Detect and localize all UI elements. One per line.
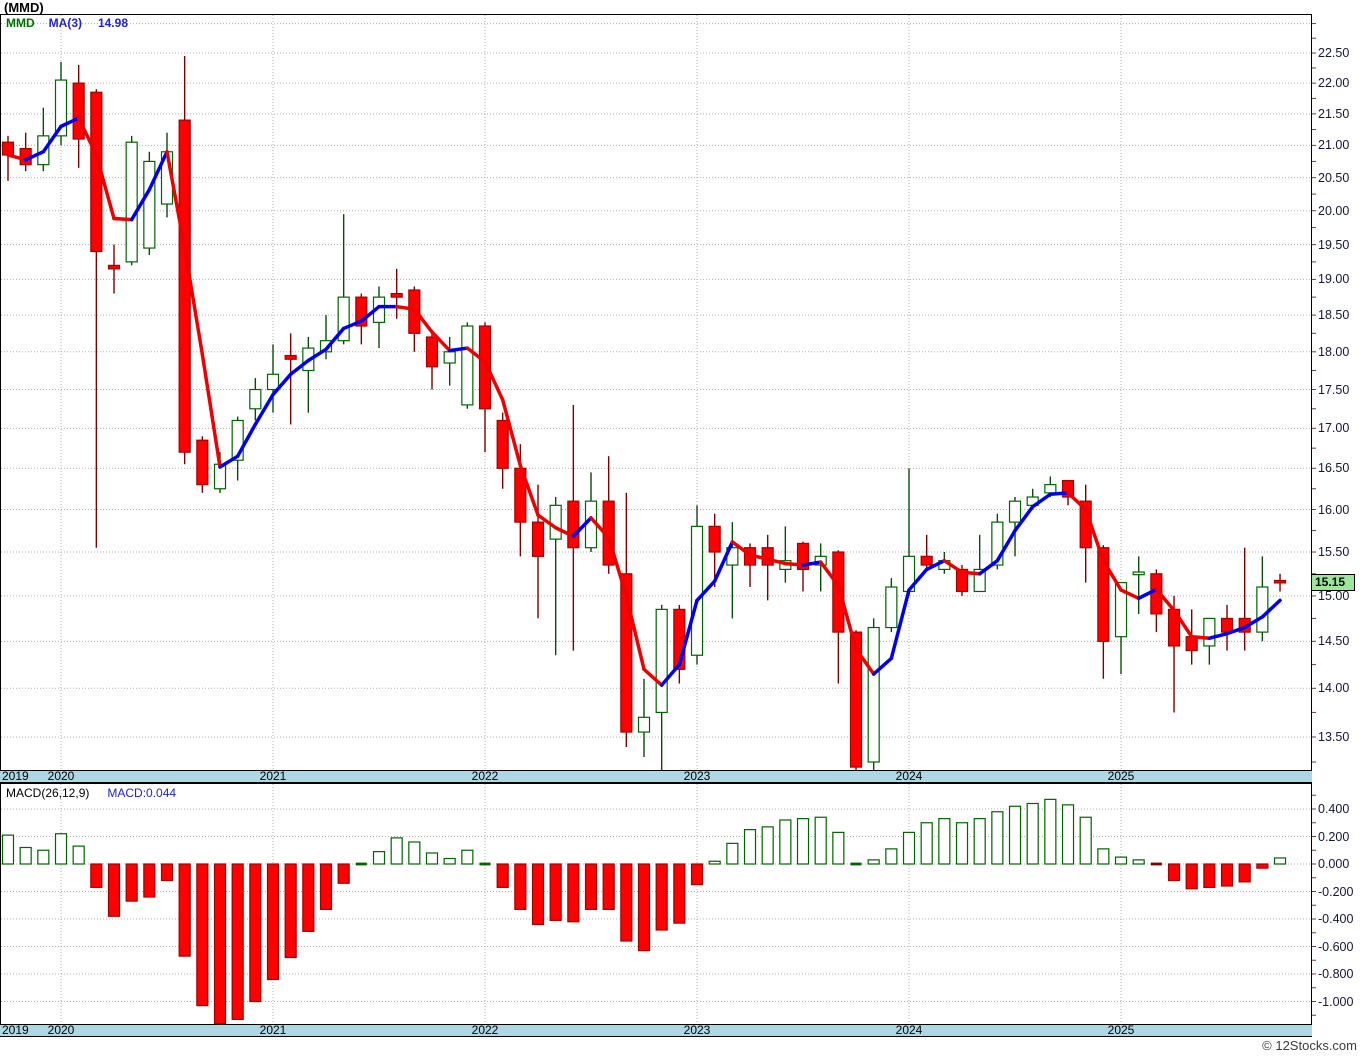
price-tick-label: 13.50 — [1318, 729, 1350, 744]
year-label: 2021 — [259, 769, 287, 783]
price-tick-label: 22.00 — [1318, 76, 1350, 91]
macd-tick-label: -1.000 — [1318, 994, 1354, 1009]
year-label: 2019 — [2, 1023, 29, 1037]
price-tick-label: 18.50 — [1318, 308, 1350, 323]
macd-value-label: MACD:0.044 — [107, 786, 177, 800]
price-tick-label: 20.00 — [1318, 203, 1350, 218]
price-tick-label: 17.50 — [1318, 382, 1350, 397]
copyright-text: © 12Stocks.com — [1262, 1038, 1357, 1053]
macd-tick-label: 0.000 — [1318, 857, 1350, 871]
price-tick-label: 18.00 — [1318, 344, 1350, 359]
price-tick-label: 22.50 — [1318, 46, 1350, 60]
price-tick-label: 14.50 — [1318, 634, 1350, 649]
macd-legend: MACD(26,12,9) MACD:0.044 — [6, 786, 176, 800]
price-tick-label: 20.50 — [1318, 170, 1350, 185]
price-tick-label: 15.00 — [1318, 588, 1350, 603]
last-price-badge: 15.15 — [1311, 574, 1355, 592]
legend-ma-value: 14.98 — [98, 16, 129, 30]
macd-tick-label: -0.200 — [1318, 884, 1354, 899]
x-axis-year-strip-top: 2019 2020 2021 2022 2023 2024 2025 — [0, 770, 1312, 783]
price-tick-label: 16.00 — [1318, 502, 1350, 517]
year-label: 2022 — [471, 769, 499, 783]
macd-chart-panel — [0, 783, 1312, 1025]
price-legend: MMD MA(3) 14.98 — [6, 16, 128, 30]
year-label: 2024 — [895, 769, 923, 783]
year-label: 2020 — [47, 1023, 75, 1037]
price-tick-label: 19.00 — [1318, 272, 1350, 287]
price-tick-label: 19.50 — [1318, 237, 1350, 252]
price-chart-panel — [0, 14, 1312, 771]
macd-tick-label: 0.200 — [1318, 829, 1350, 844]
year-label: 2024 — [895, 1023, 923, 1037]
macd-tick-label: -0.600 — [1318, 939, 1354, 954]
price-tick-label: 16.50 — [1318, 461, 1350, 476]
year-label: 2023 — [683, 769, 711, 783]
year-label: 2019 — [2, 769, 29, 783]
year-label: 2025 — [1107, 769, 1135, 783]
legend-ma-label: MA(3) — [48, 16, 82, 30]
year-label: 2025 — [1107, 1023, 1135, 1037]
year-label: 2020 — [47, 769, 75, 783]
price-tick-label: 14.00 — [1318, 681, 1350, 696]
year-label: 2023 — [683, 1023, 711, 1037]
price-tick-label: 17.00 — [1318, 421, 1350, 436]
price-tick-label: 15.50 — [1318, 545, 1350, 559]
price-tick-label: 21.00 — [1318, 138, 1350, 153]
year-label: 2022 — [471, 1023, 499, 1037]
macd-tick-label: -0.800 — [1318, 967, 1354, 981]
x-axis-year-strip-bottom: 2019 2020 2021 2022 2023 2024 2025 — [0, 1024, 1312, 1037]
macd-tick-label: -0.400 — [1318, 912, 1354, 926]
page-title: (MMD) — [4, 0, 44, 15]
price-tick-label: 21.50 — [1318, 106, 1350, 121]
macd-tick-label: 0.400 — [1318, 802, 1350, 816]
legend-symbol: MMD — [6, 16, 35, 30]
macd-params-label: MACD(26,12,9) — [6, 786, 90, 800]
year-label: 2021 — [259, 1023, 287, 1037]
